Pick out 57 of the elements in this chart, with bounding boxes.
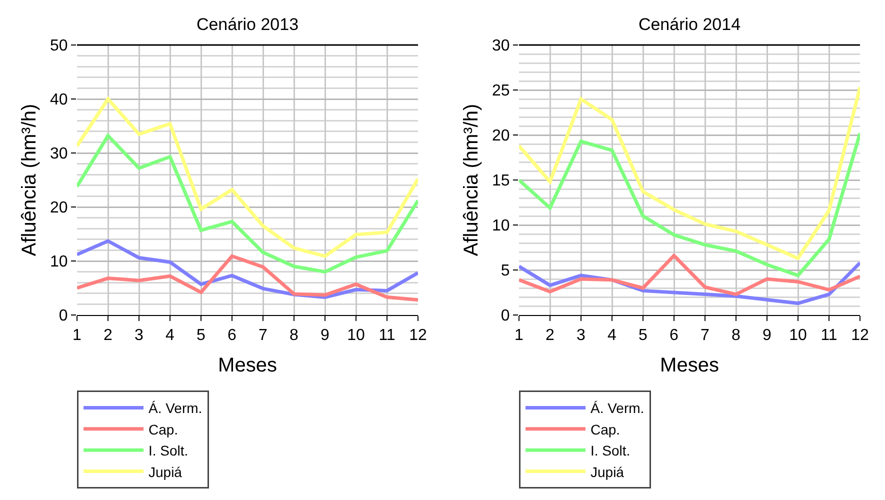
x-tick-label: 3	[576, 327, 586, 344]
line-series	[519, 131, 860, 278]
line-series	[77, 97, 418, 258]
y-tick-label: 30	[492, 38, 510, 55]
x-tick-label: 8	[732, 327, 741, 344]
legend-label: Cap.	[590, 421, 620, 438]
x-tick-label: 4	[608, 327, 617, 344]
legend-label: Cap.	[148, 421, 178, 438]
y-tick-label: 20	[50, 200, 68, 217]
x-tick-label: 1	[514, 327, 524, 344]
x-tick-label: 4	[166, 327, 175, 344]
legend-label: Á. Verm.	[148, 400, 202, 416]
x-tick-label: 3	[134, 327, 144, 344]
y-tick-label: 30	[50, 146, 68, 163]
legend-label: I. Solt.	[148, 442, 188, 459]
line-series	[519, 86, 860, 260]
y-tick-label: 10	[492, 218, 510, 235]
x-tick-label: 5	[196, 327, 206, 344]
x-tick-label: 2	[546, 327, 555, 344]
x-tick-label: 6	[670, 327, 679, 344]
x-tick-label: 7	[258, 327, 268, 344]
x-tick-label: 10	[789, 327, 807, 344]
x-tick-label: 12	[409, 327, 427, 344]
x-tick-label: 12	[851, 327, 869, 344]
y-axis-title: Afluência (hm³/h)	[18, 104, 41, 256]
x-tick-label: 10	[347, 327, 365, 344]
line-series	[77, 254, 418, 302]
line-series	[519, 254, 860, 296]
y-tick-label: 50	[50, 38, 68, 55]
y-tick-label: 25	[492, 82, 510, 100]
legend-label: Jupiá	[148, 464, 182, 480]
x-tick-label: 6	[228, 327, 237, 344]
x-tick-label: 5	[638, 327, 648, 344]
x-axis-title: Meses	[660, 354, 719, 377]
x-tick-label: 7	[700, 327, 710, 344]
legend-label: Á. Verm.	[590, 400, 644, 416]
x-tick-label: 9	[762, 327, 772, 344]
y-tick-label: 0	[500, 308, 510, 325]
legend-label: I. Solt.	[590, 442, 630, 459]
line-series	[77, 134, 418, 274]
x-tick-label: 1	[72, 327, 82, 344]
y-tick-label: 20	[492, 128, 510, 145]
legend-label: Jupiá	[590, 464, 624, 480]
chart-title: Cenário 2013	[196, 14, 299, 34]
x-tick-label: 8	[290, 327, 299, 344]
y-tick-label: 15	[492, 172, 510, 190]
x-tick-label: 11	[378, 327, 396, 344]
y-axis-title: Afluência (hm³/h)	[460, 104, 483, 256]
y-tick-label: 10	[50, 254, 68, 271]
chart-title: Cenário 2014	[638, 14, 741, 34]
x-tick-label: 9	[320, 327, 330, 344]
x-tick-label: 2	[104, 327, 113, 344]
y-tick-label: 0	[58, 308, 68, 325]
x-axis-title: Meses	[218, 354, 277, 377]
y-tick-label: 5	[500, 262, 510, 280]
y-tick-label: 40	[50, 92, 68, 109]
x-tick-label: 11	[820, 327, 838, 344]
